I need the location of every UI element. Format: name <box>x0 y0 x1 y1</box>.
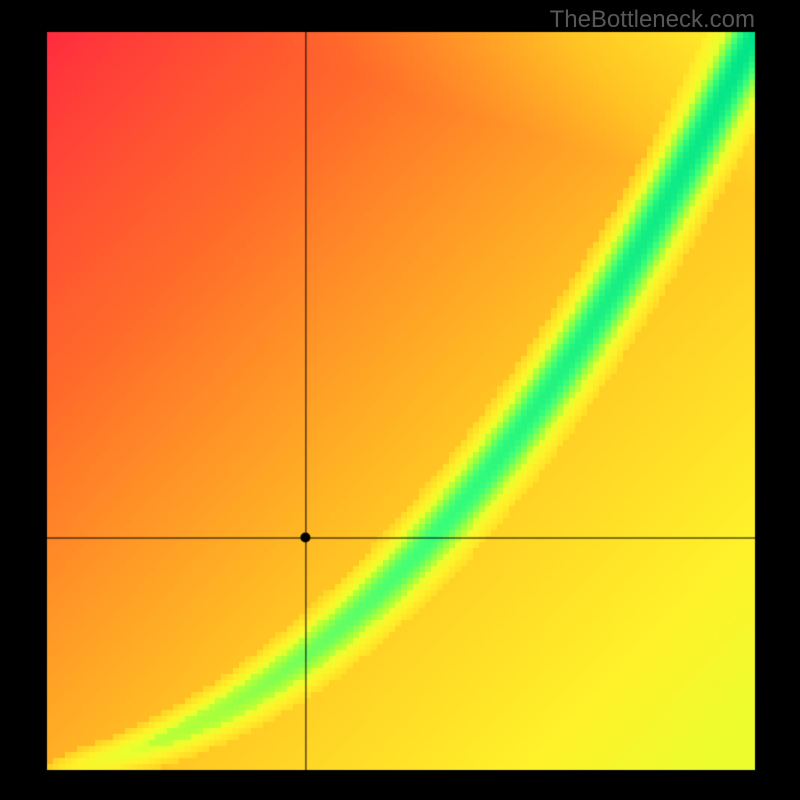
heatmap-canvas <box>0 0 800 800</box>
chart-container: TheBottleneck.com <box>0 0 800 800</box>
watermark-text: TheBottleneck.com <box>550 6 755 34</box>
